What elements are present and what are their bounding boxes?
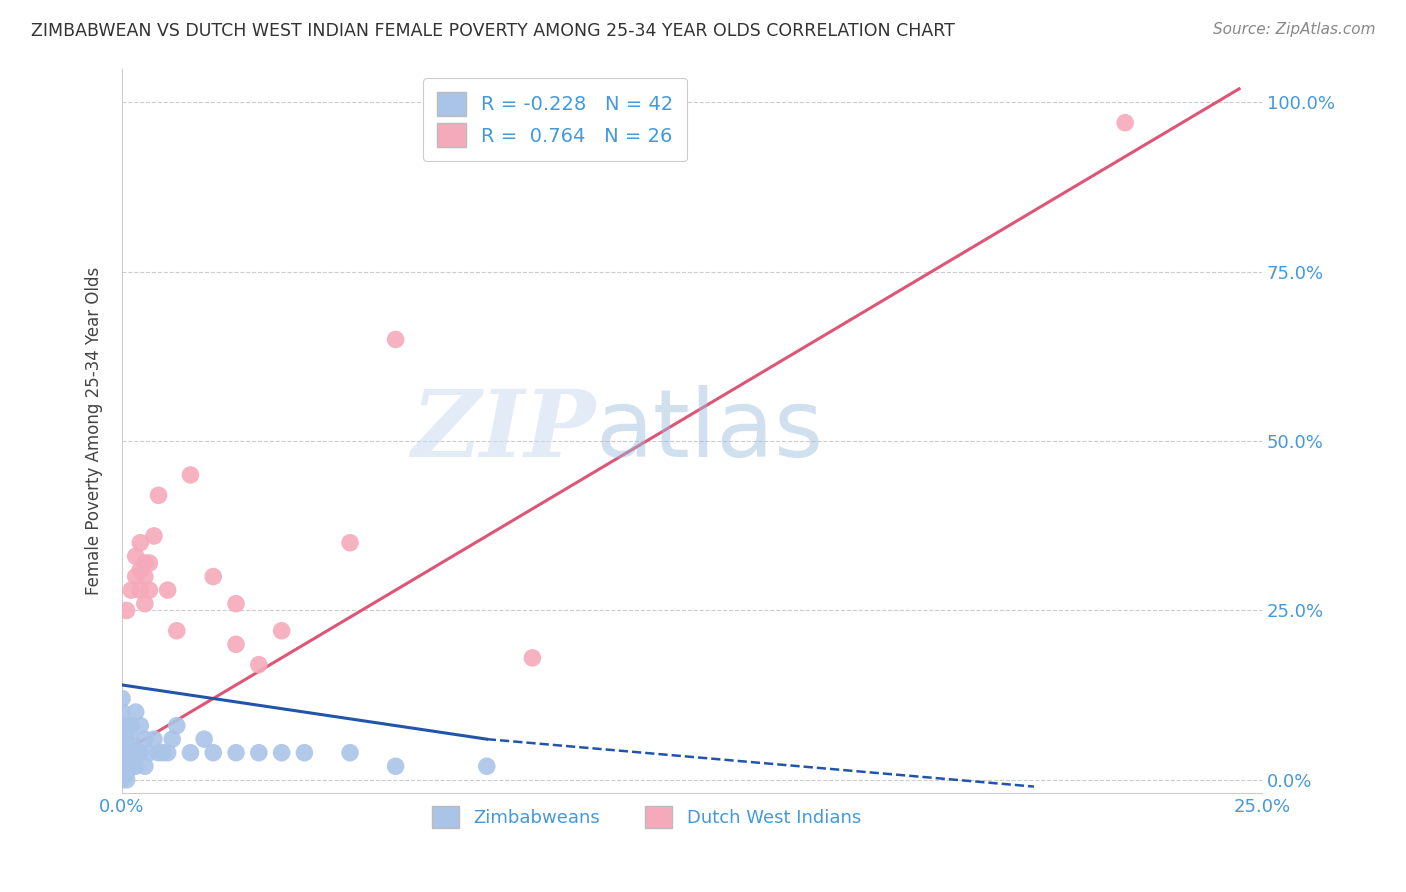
- Point: [129, 746, 152, 760]
- Point: [111, 718, 134, 732]
- Point: [125, 759, 148, 773]
- Point: [111, 732, 134, 747]
- Point: [120, 718, 142, 732]
- Point: [134, 569, 156, 583]
- Point: [115, 766, 138, 780]
- Legend: Zimbabweans, Dutch West Indians: Zimbabweans, Dutch West Indians: [425, 798, 868, 835]
- Point: [134, 597, 156, 611]
- Point: [339, 746, 361, 760]
- Point: [384, 333, 406, 347]
- Point: [166, 624, 188, 638]
- Point: [138, 583, 160, 598]
- Text: Source: ZipAtlas.com: Source: ZipAtlas.com: [1212, 22, 1375, 37]
- Point: [160, 732, 183, 747]
- Point: [225, 637, 247, 651]
- Point: [179, 467, 201, 482]
- Text: ZIMBABWEAN VS DUTCH WEST INDIAN FEMALE POVERTY AMONG 25-34 YEAR OLDS CORRELATION: ZIMBABWEAN VS DUTCH WEST INDIAN FEMALE P…: [31, 22, 955, 40]
- Point: [270, 746, 292, 760]
- Point: [125, 569, 148, 583]
- Point: [120, 732, 142, 747]
- Point: [120, 583, 142, 598]
- Point: [1114, 116, 1136, 130]
- Point: [148, 488, 170, 502]
- Text: atlas: atlas: [595, 385, 824, 477]
- Point: [166, 718, 188, 732]
- Point: [522, 651, 544, 665]
- Point: [115, 759, 138, 773]
- Point: [129, 583, 152, 598]
- Point: [111, 705, 134, 719]
- Point: [115, 732, 138, 747]
- Point: [129, 535, 152, 549]
- Point: [125, 549, 148, 564]
- Point: [115, 603, 138, 617]
- Point: [138, 746, 160, 760]
- Point: [129, 563, 152, 577]
- Point: [179, 746, 201, 760]
- Point: [202, 569, 225, 583]
- Point: [134, 732, 156, 747]
- Point: [138, 556, 160, 570]
- Point: [134, 759, 156, 773]
- Point: [270, 624, 292, 638]
- Point: [125, 746, 148, 760]
- Point: [115, 746, 138, 760]
- Point: [115, 718, 138, 732]
- Point: [384, 759, 406, 773]
- Text: ZIP: ZIP: [411, 386, 595, 476]
- Point: [225, 597, 247, 611]
- Point: [111, 746, 134, 760]
- Point: [225, 746, 247, 760]
- Point: [111, 759, 134, 773]
- Point: [294, 746, 316, 760]
- Point: [111, 691, 134, 706]
- Point: [143, 529, 166, 543]
- Point: [339, 535, 361, 549]
- Point: [247, 657, 270, 672]
- Point: [202, 746, 225, 760]
- Point: [156, 746, 179, 760]
- Point: [111, 766, 134, 780]
- Point: [143, 732, 166, 747]
- Point: [115, 772, 138, 787]
- Point: [111, 772, 134, 787]
- Point: [475, 759, 498, 773]
- Point: [193, 732, 215, 747]
- Point: [247, 746, 270, 760]
- Point: [134, 556, 156, 570]
- Point: [156, 583, 179, 598]
- Point: [129, 718, 152, 732]
- Point: [125, 705, 148, 719]
- Point: [120, 759, 142, 773]
- Y-axis label: Female Poverty Among 25-34 Year Olds: Female Poverty Among 25-34 Year Olds: [86, 267, 103, 595]
- Point: [148, 746, 170, 760]
- Point: [120, 746, 142, 760]
- Point: [152, 746, 174, 760]
